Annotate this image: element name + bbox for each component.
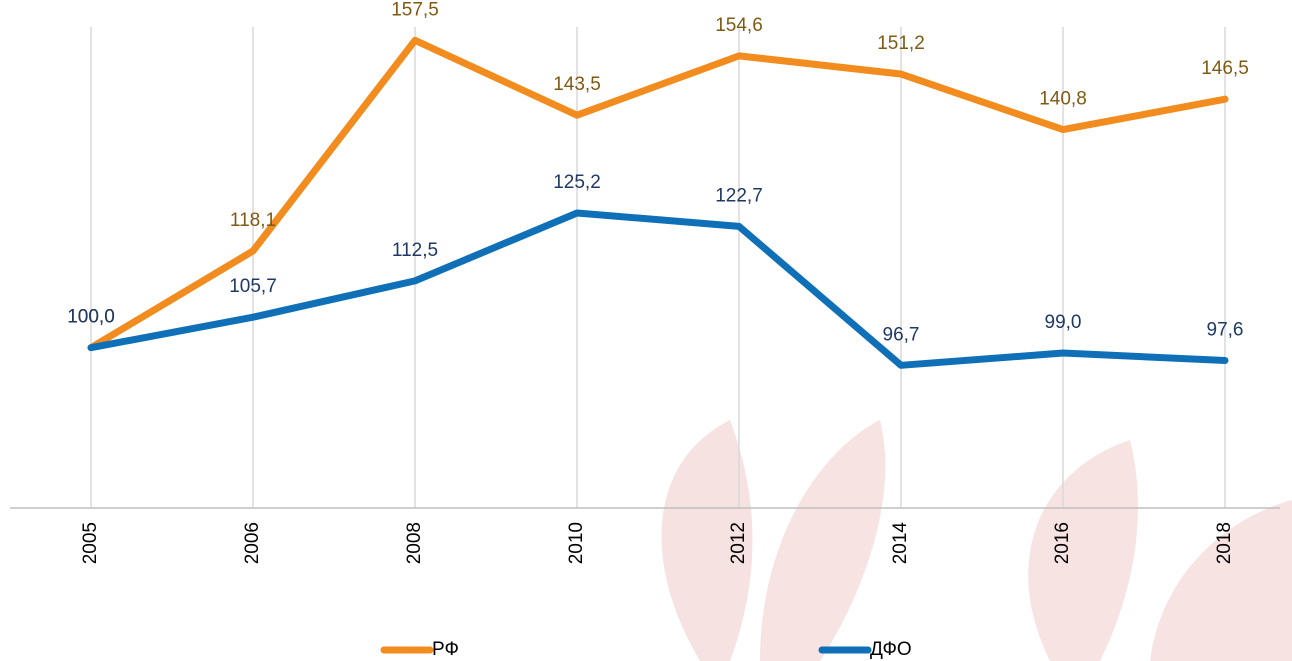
x-tick-label: 2016: [1052, 522, 1073, 564]
data-label: 118,1: [230, 210, 276, 231]
data-label: 112,5: [392, 240, 438, 261]
data-label: 143,5: [553, 74, 601, 95]
data-label: 157,5: [391, 0, 439, 20]
watermark: [661, 420, 1292, 661]
data-label: 122,7: [715, 185, 763, 206]
x-tick-label: 2018: [1214, 522, 1235, 564]
data-label: 100,0: [67, 307, 115, 328]
data-label: 97,6: [1207, 320, 1244, 341]
data-label: 96,7: [883, 324, 920, 345]
data-label: 151,2: [877, 33, 925, 54]
data-label: 140,8: [1039, 89, 1087, 110]
x-tick-label: 2006: [242, 522, 263, 564]
legend-label: РФ: [432, 639, 459, 660]
data-label: 99,0: [1045, 312, 1082, 333]
x-tick-label: 2005: [80, 522, 101, 564]
x-tick-label: 2008: [404, 522, 425, 564]
data-label: 100,0: [67, 307, 115, 328]
series-line: [87, 209, 1229, 369]
data-label: 105,7: [229, 276, 277, 297]
data-label: 146,5: [1201, 58, 1249, 79]
x-tick-label: 2014: [890, 522, 911, 565]
x-tick-label: 2010: [566, 522, 587, 564]
legend-label: ДФО: [870, 639, 912, 660]
data-label: 154,6: [715, 15, 763, 36]
x-tick-label: 2012: [728, 522, 749, 564]
series-line: [87, 36, 1229, 352]
data-label: 125,2: [553, 172, 601, 193]
